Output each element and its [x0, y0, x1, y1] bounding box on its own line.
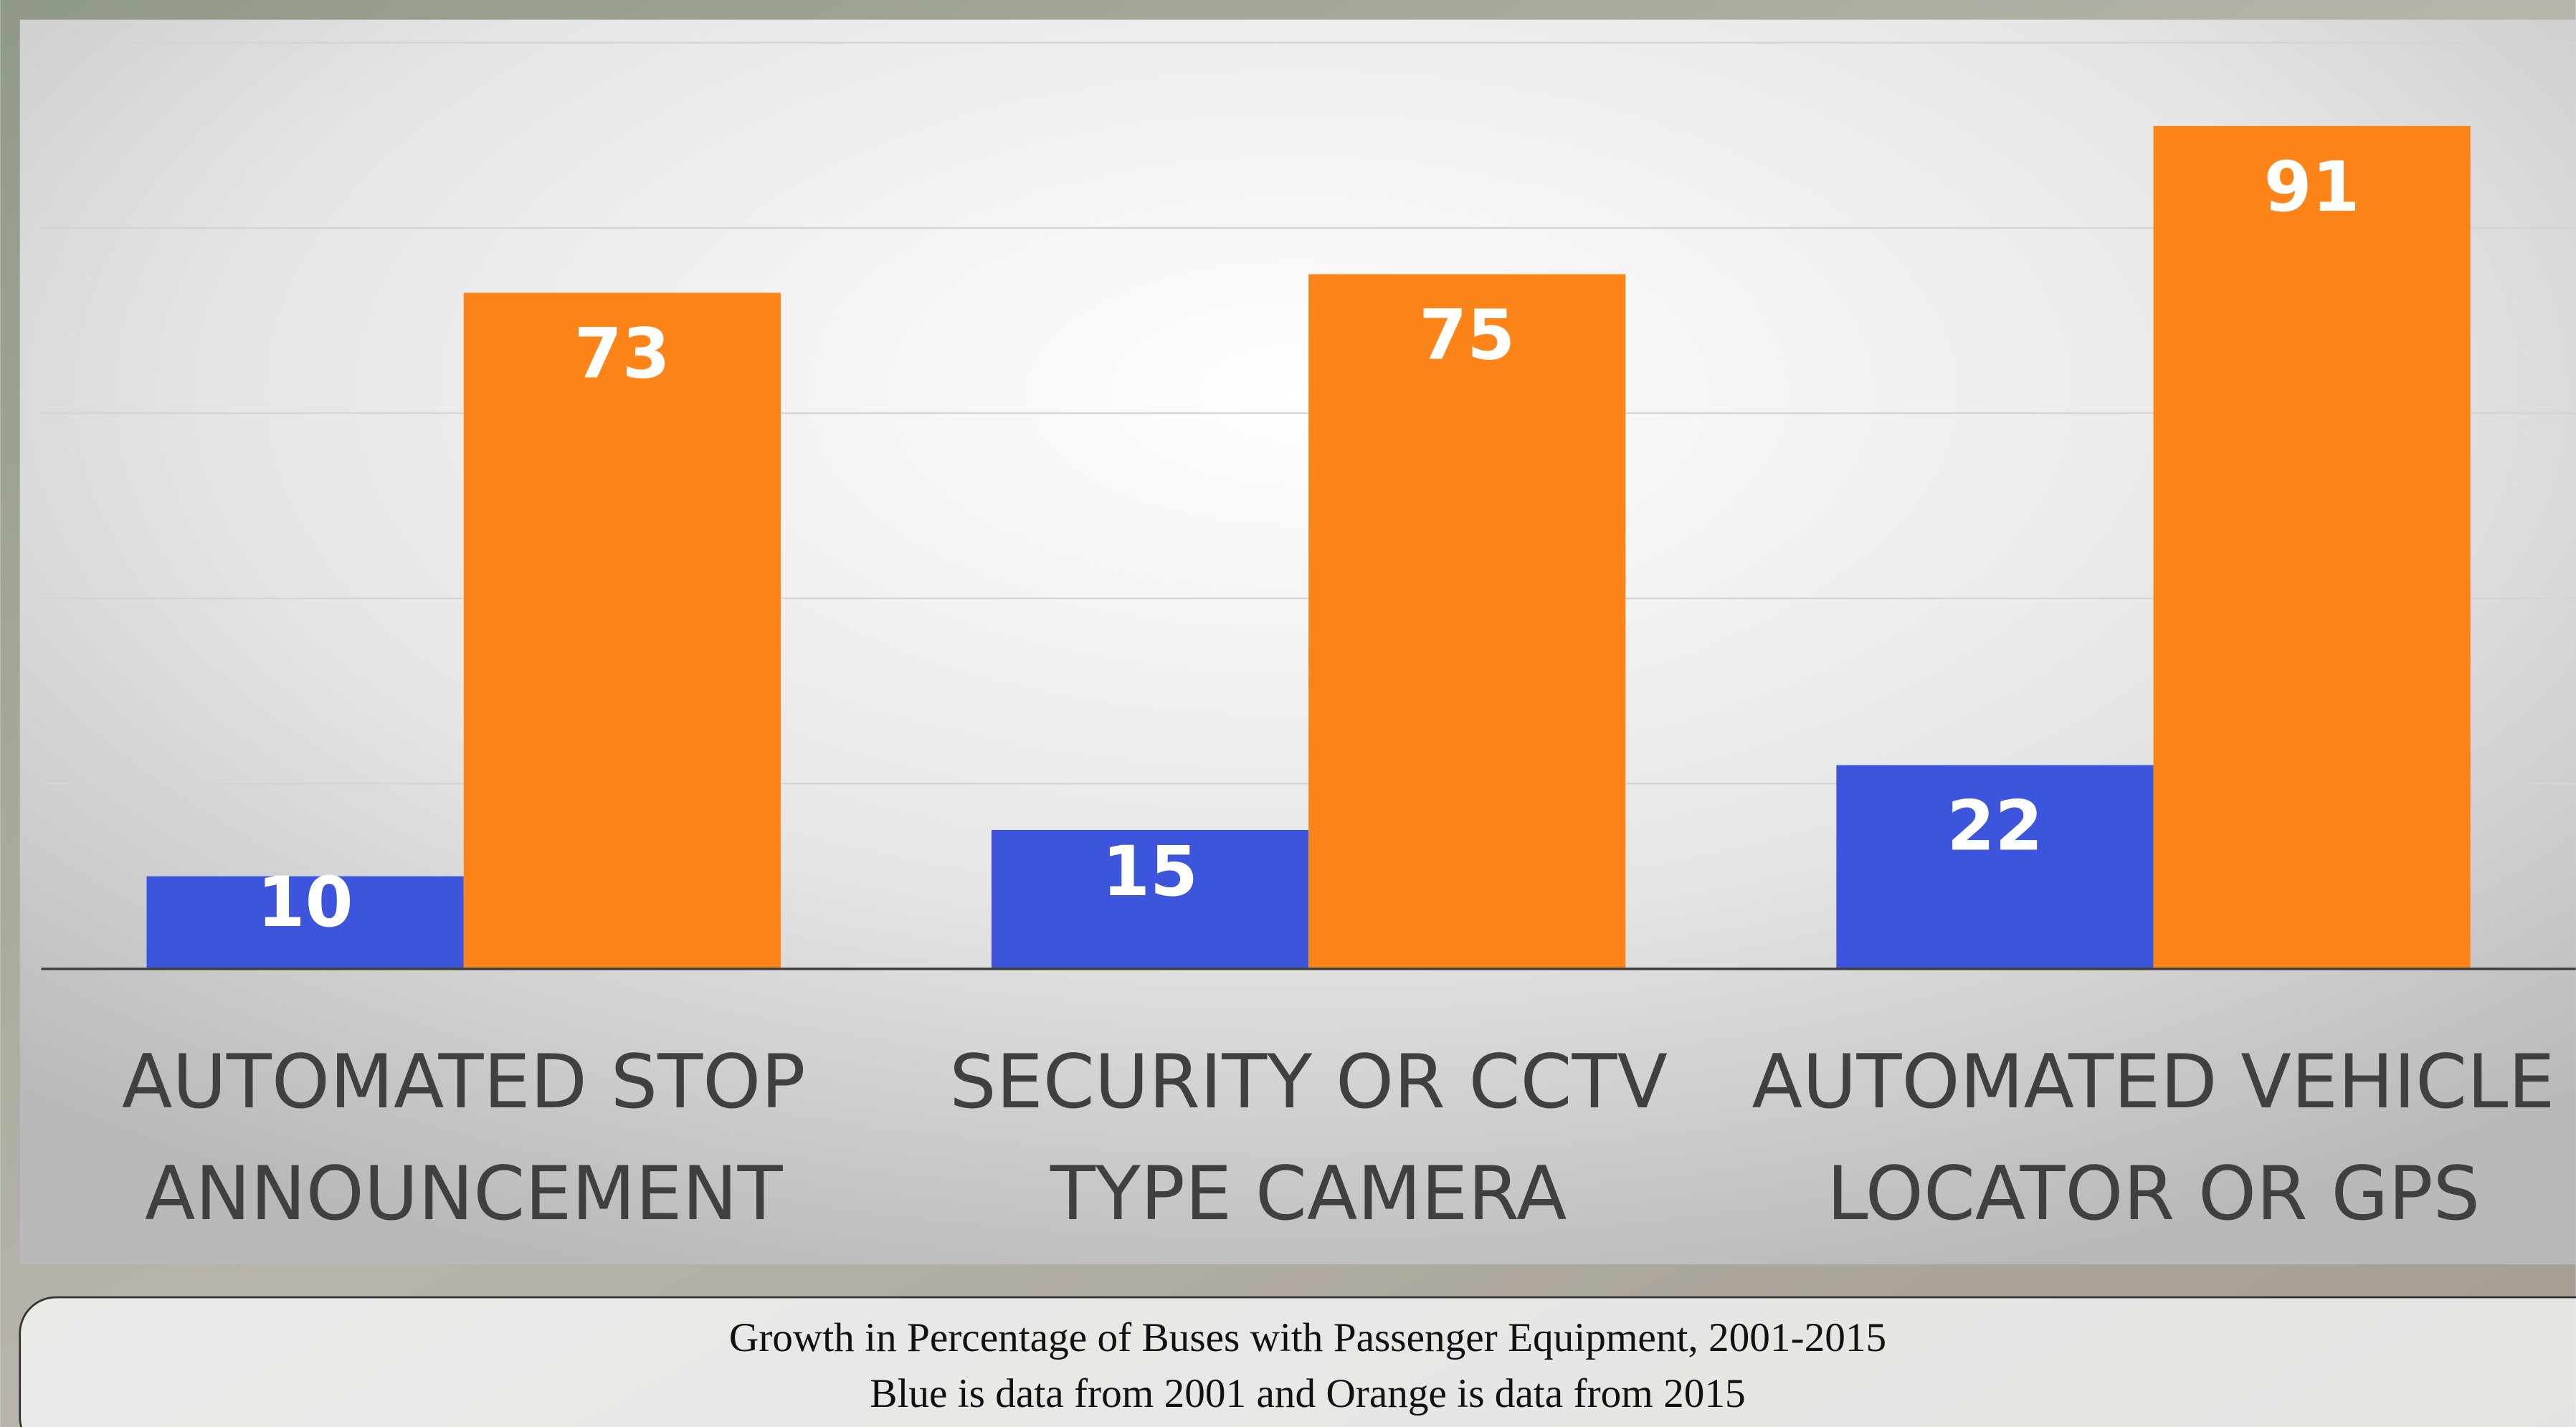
- value-label: 91: [2264, 147, 2360, 227]
- caption-title: Growth in Percentage of Buses with Passe…: [729, 1315, 1886, 1360]
- chart: Growth in Percentage of Buses with Passe…: [0, 0, 2576, 1427]
- x-tick-label: TYPE CAMERA: [1050, 1151, 1567, 1237]
- x-tick-label: AUTOMATED STOP: [122, 1039, 806, 1125]
- x-tick-label: SECURITY OR CCTV: [949, 1039, 1668, 1125]
- value-label: 15: [1102, 831, 1198, 912]
- value-label: 22: [1947, 786, 2043, 866]
- page: {"chart_data": {"type": "bar", "title": …: [0, 0, 2576, 1427]
- x-tick-label: ANNOUNCEMENT: [145, 1151, 784, 1237]
- caption-subtitle: Blue is data from 2001 and Orange is dat…: [870, 1371, 1745, 1416]
- value-label: 73: [574, 313, 670, 393]
- value-label: 10: [257, 862, 353, 942]
- bar: [464, 292, 781, 968]
- bar: [2154, 126, 2471, 969]
- x-tick-label: AUTOMATED VEHICLE: [1752, 1039, 2555, 1125]
- bar: [1308, 275, 1625, 969]
- value-label: 75: [1419, 295, 1515, 376]
- x-tick-label: LOCATOR OR GPS: [1827, 1151, 2480, 1237]
